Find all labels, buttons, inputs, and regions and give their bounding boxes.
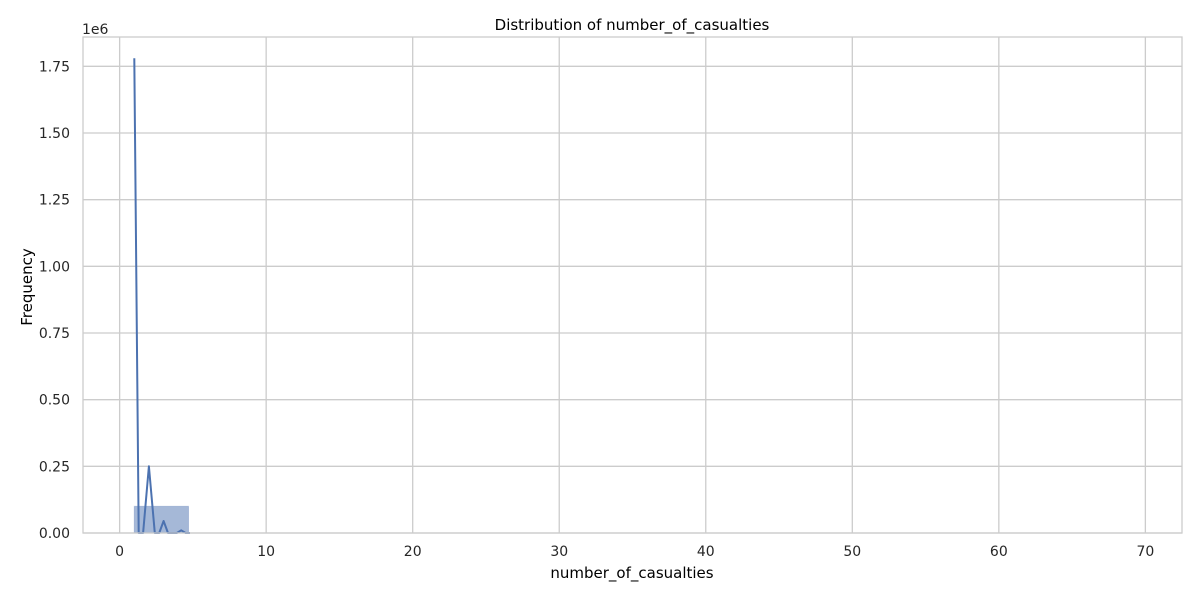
x-tick-label: 0	[115, 544, 124, 560]
chart-title: Distribution of number_of_casualties	[495, 16, 770, 35]
y-tick-label: 1.75	[39, 59, 70, 75]
y-tick-label: 1.00	[39, 259, 70, 275]
y-axis-label: Frequency	[18, 248, 36, 326]
y-offset-label: 1e6	[82, 22, 109, 38]
y-tick-labels: 0.00 0.25 0.50 0.75 1.00 1.25 1.50 1.75	[39, 59, 70, 542]
x-axis-label: number_of_casualties	[550, 564, 713, 583]
x-tick-label: 30	[550, 544, 568, 560]
x-tick-label: 60	[990, 544, 1008, 560]
x-tick-label: 20	[404, 544, 422, 560]
x-tick-label: 10	[257, 544, 275, 560]
y-tick-label: 1.25	[39, 193, 70, 209]
plot-frame	[82, 36, 1183, 534]
y-tick-label: 0.00	[39, 526, 70, 542]
y-tick-label: 0.50	[39, 393, 70, 409]
y-tick-label: 0.75	[39, 326, 70, 342]
x-tick-label: 50	[843, 544, 861, 560]
grid-lines	[83, 37, 1182, 534]
x-tick-label: 40	[697, 544, 715, 560]
y-tick-label: 1.50	[39, 126, 70, 142]
x-tick-label: 70	[1136, 544, 1154, 560]
kde-line-layer	[133, 58, 190, 534]
x-tick-labels: 0 10 20 30 40 50 60 70	[115, 544, 1154, 560]
y-tick-label: 0.25	[39, 459, 70, 475]
kde-line	[133, 58, 190, 534]
